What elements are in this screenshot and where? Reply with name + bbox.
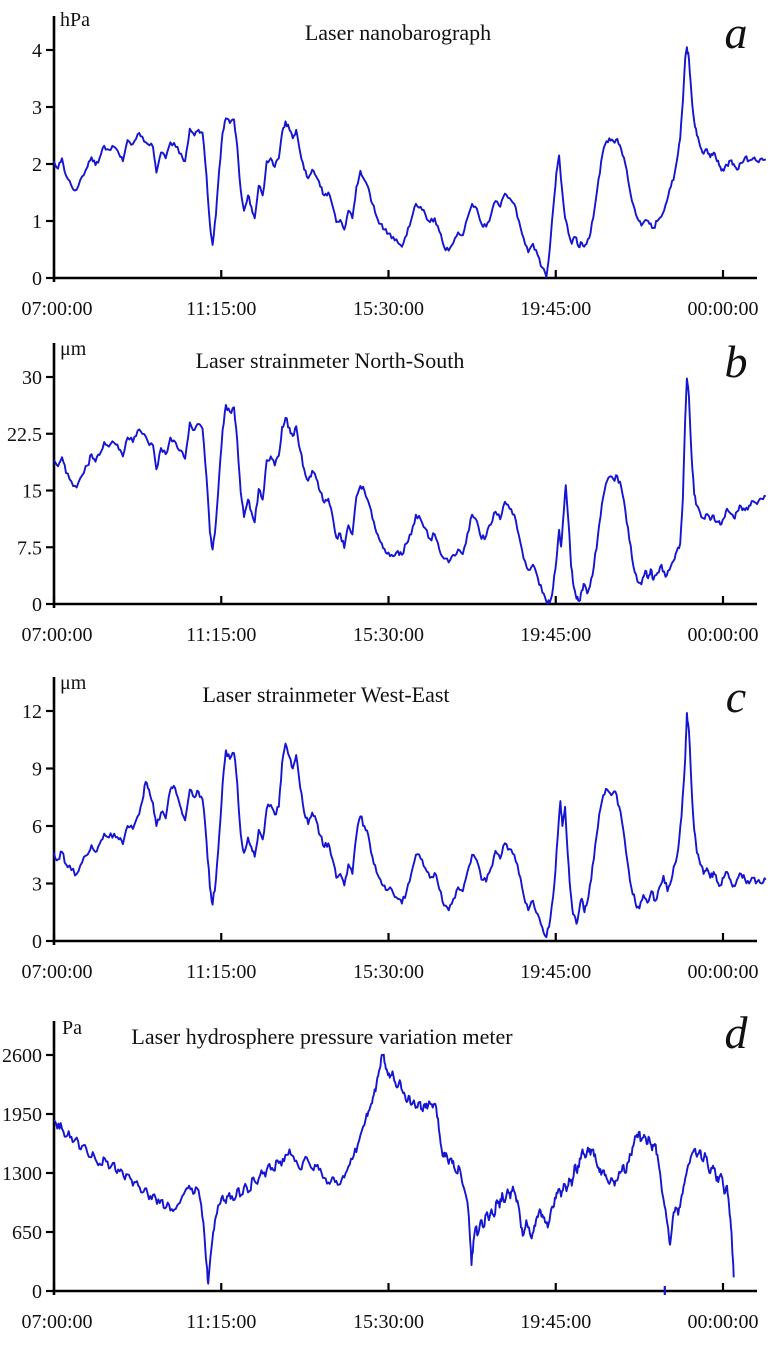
- x-tick-label: 07:00:00: [21, 961, 92, 983]
- y-tick-label: 15: [22, 481, 42, 503]
- x-tick-label: 19:45:00: [520, 961, 591, 983]
- panel-d: 2600 1950 1300 650 0 07:00:00 11:15:00 15:30:00…: [0, 1002, 772, 1352]
- signal-trace: [53, 1053, 735, 1285]
- panel-letter: a: [725, 7, 748, 58]
- y-axis-unit-label: μm: [60, 338, 87, 360]
- x-tick-label: 11:15:00: [186, 1311, 256, 1333]
- nanobarograph-plot: 4 3 2 1 0 07:00:00 11:15:00 15:30:00 19:45:00 00:…: [21, 7, 767, 320]
- panel-letter: d: [725, 1007, 749, 1058]
- y-tick-label: 1: [32, 211, 42, 233]
- x-tick-label: 00:00:00: [687, 298, 758, 320]
- chart-title: Laser hydrosphere pressure variation met…: [131, 1024, 513, 1049]
- x-tick-label: 15:30:00: [353, 624, 424, 646]
- y-tick-label: 12: [22, 701, 42, 723]
- x-tick-label: 00:00:00: [687, 624, 758, 646]
- y-axis-unit-label: Pa: [62, 1017, 82, 1039]
- y-tick-label: 1950: [2, 1104, 42, 1126]
- y-tick-label: 7.5: [17, 537, 42, 559]
- panel-letter: b: [725, 336, 748, 387]
- chart-title: Laser strainmeter West-East: [202, 682, 449, 707]
- x-tick-label: 11:15:00: [186, 624, 256, 646]
- x-tick-label: 11:15:00: [186, 298, 256, 320]
- panel-c: 12 9 6 3 0 07:00:00 11:15:00 15:30:00 19:45:00 00…: [0, 666, 772, 1002]
- x-tick-label: 15:30:00: [353, 1311, 424, 1333]
- x-tick-label: 15:30:00: [353, 298, 424, 320]
- x-tick-label: 19:45:00: [520, 298, 591, 320]
- y-tick-label: 0: [32, 268, 42, 290]
- panel-letter: c: [726, 671, 746, 722]
- x-tick-label: 11:15:00: [186, 961, 256, 983]
- signal-trace: [53, 377, 766, 605]
- panel-b: 30 22.5 15 7.5 0 07:00:00 11:15:00 15:30:00 19:4…: [0, 333, 772, 666]
- y-tick-label: 4: [32, 40, 42, 62]
- y-axis-unit-label: hPa: [60, 9, 90, 31]
- y-tick-label: 0: [32, 594, 42, 616]
- x-tick-label: 00:00:00: [687, 961, 758, 983]
- signal-trace: [53, 711, 767, 939]
- y-tick-label: 22.5: [7, 424, 42, 446]
- x-tick-label: 19:45:00: [520, 1311, 591, 1333]
- x-tick-label: 07:00:00: [21, 298, 92, 320]
- y-tick-label: 3: [32, 97, 42, 119]
- chart-title: Laser nanobarograph: [305, 20, 491, 45]
- x-tick-label: 07:00:00: [21, 1311, 92, 1333]
- y-tick-label: 30: [22, 367, 42, 389]
- x-tick-label: 15:30:00: [353, 961, 424, 983]
- y-axis-unit-label: μm: [60, 672, 87, 694]
- signal-trace: [53, 46, 767, 278]
- x-tick-label: 19:45:00: [520, 624, 591, 646]
- chart-title: Laser strainmeter North-South: [196, 348, 465, 373]
- y-tick-label: 3: [32, 874, 42, 896]
- y-tick-label: 9: [32, 759, 42, 781]
- x-tick-label: 00:00:00: [687, 1311, 758, 1333]
- x-tick-label: 07:00:00: [21, 624, 92, 646]
- panel-a: 4 3 2 1 0 07:00:00 11:15:00 15:30:00 19:45:00 00:…: [0, 0, 772, 333]
- y-tick-label: 2: [32, 154, 42, 176]
- hydrosphere-pressure-plot: 2600 1950 1300 650 0 07:00:00 11:15:00 15:30:00…: [2, 1007, 759, 1333]
- y-tick-label: 0: [32, 931, 42, 953]
- strainmeter-we-plot: 12 9 6 3 0 07:00:00 11:15:00 15:30:00 19:45:00 00…: [21, 671, 767, 983]
- y-tick-label: 1300: [2, 1163, 42, 1185]
- y-tick-label: 0: [32, 1281, 42, 1303]
- y-tick-label: 2600: [2, 1045, 42, 1067]
- y-tick-label: 6: [32, 816, 42, 838]
- y-tick-label: 650: [12, 1222, 42, 1244]
- strainmeter-ns-plot: 30 22.5 15 7.5 0 07:00:00 11:15:00 15:30:00 19:4…: [7, 336, 766, 646]
